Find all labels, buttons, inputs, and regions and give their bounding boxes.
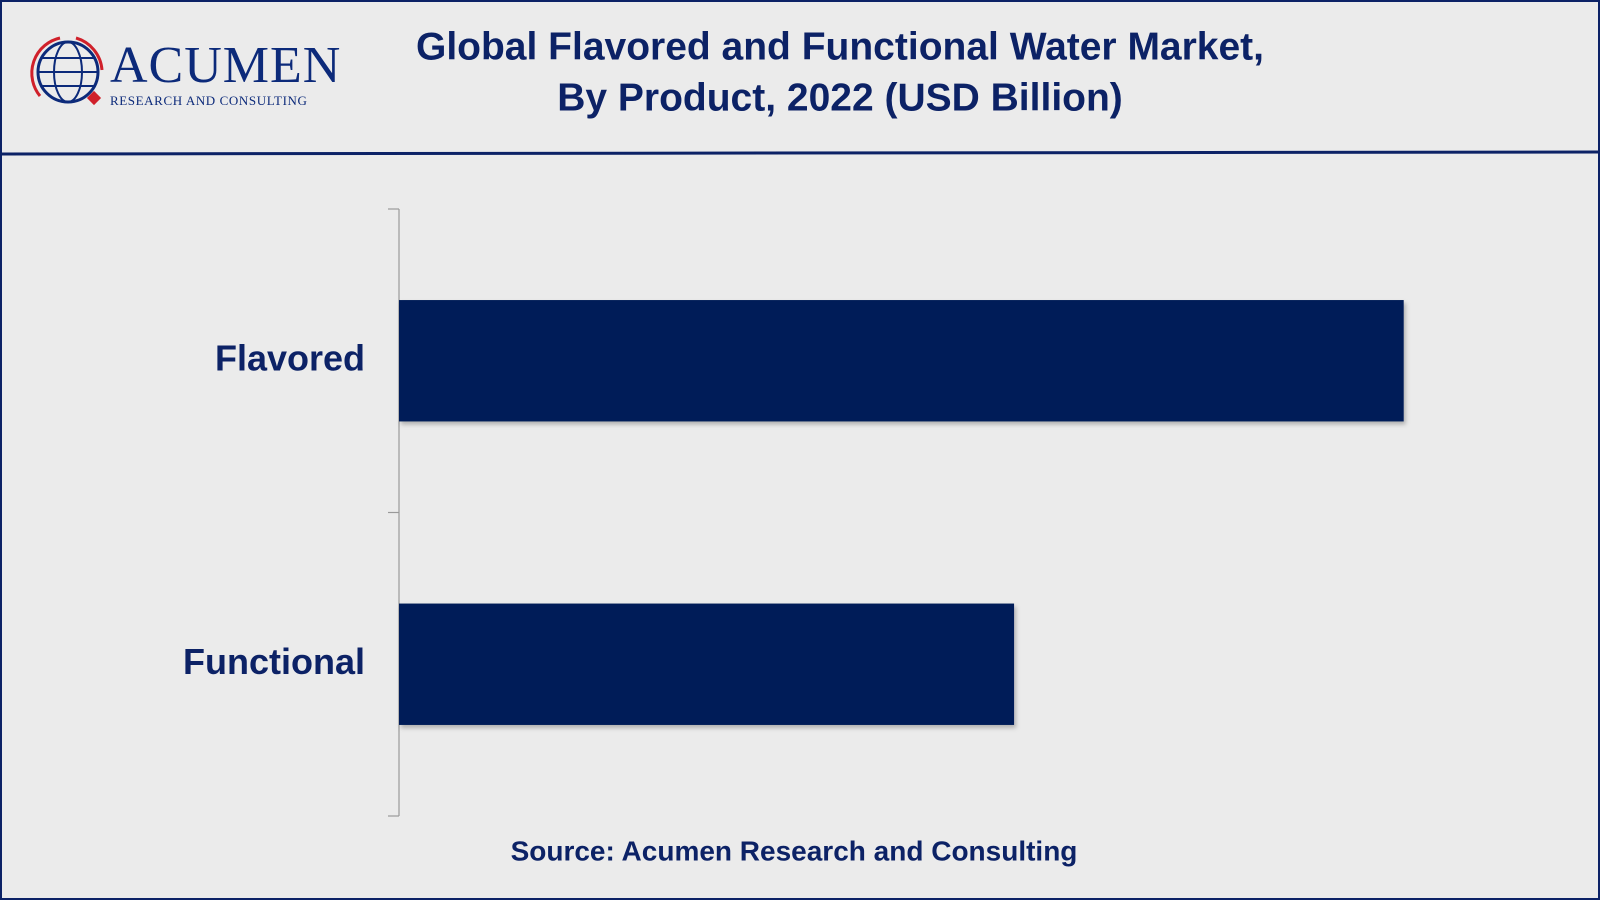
chart-subtitle: By Product, 2022 (USD Billion) <box>557 76 1123 119</box>
chart-title: Global Flavored and Functional Water Mar… <box>416 25 1264 68</box>
bar <box>399 300 1404 422</box>
source: Source: Acumen Research and Consulting <box>511 835 1078 866</box>
logo: ACUMEN RESEARCH AND CONSULTING <box>30 36 341 108</box>
category-label: Flavored <box>215 337 365 378</box>
bar <box>399 603 1015 725</box>
logo-arc <box>30 36 61 97</box>
header-rule <box>0 150 1600 156</box>
logo-name: ACUMEN <box>110 37 341 94</box>
logo-arc <box>75 36 104 71</box>
logo-tagline: RESEARCH AND CONSULTING <box>110 93 308 108</box>
category-label: Functional <box>183 641 365 682</box>
